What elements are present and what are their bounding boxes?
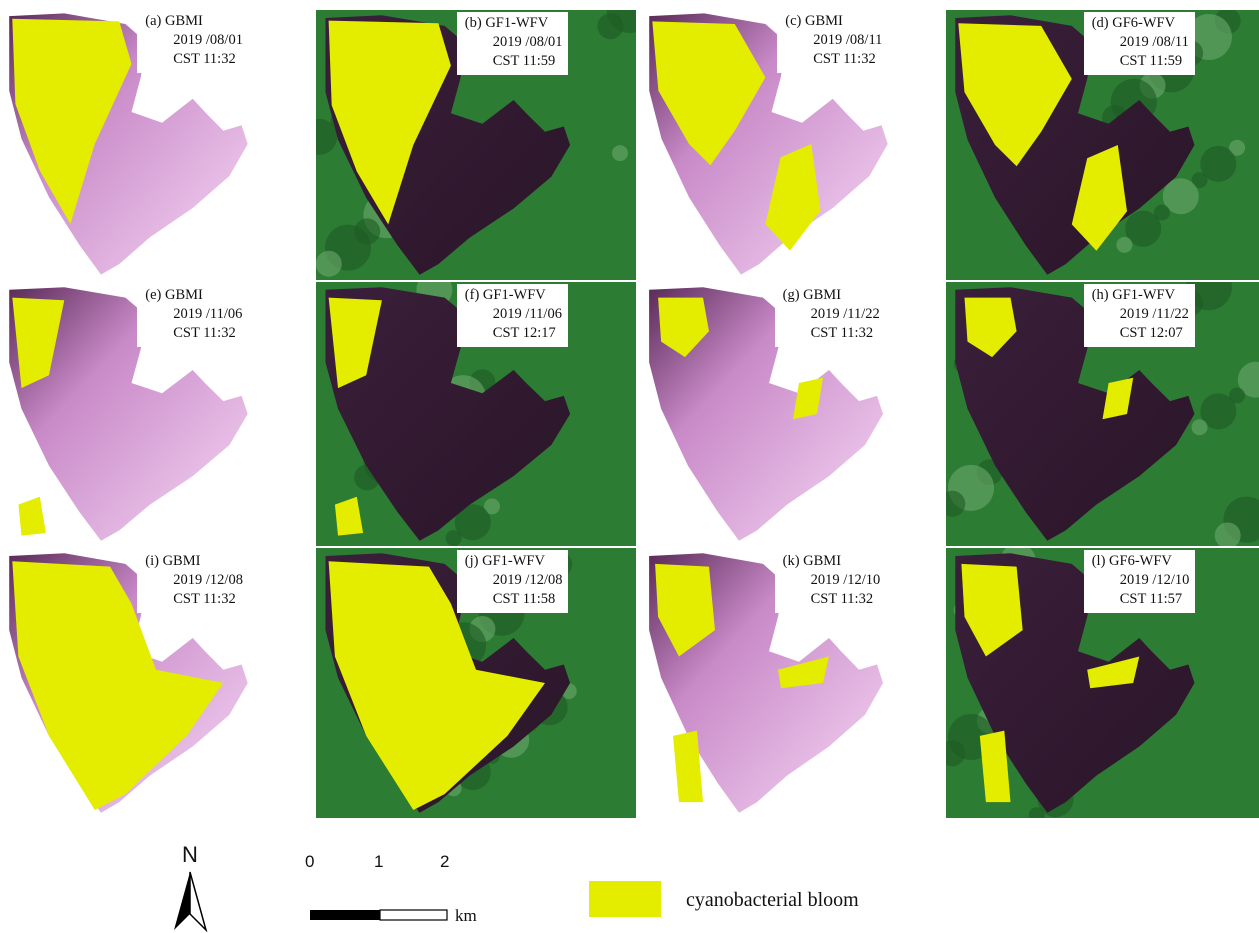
panel-date: 2019 /08/11 <box>813 32 883 48</box>
panel-a: (a) GBMI 2019 /08/01 CST 11:32 <box>0 8 312 280</box>
panel-j: (j) GF1-WFV 2019 /12/08 CST 11:58 <box>316 548 636 818</box>
panel-date: 2019 /08/01 <box>492 34 563 50</box>
panel-sensor: (g) GBMI <box>782 287 842 303</box>
panel-time: CST 11:57 <box>1119 591 1183 607</box>
panel-label: (k) GBMI 2019 /12/10 CST 11:32 <box>774 550 887 613</box>
scale-tick-2: 2 <box>440 852 450 871</box>
panel-label: (d) GF6-WFV 2019 /08/11 CST 11:59 <box>1083 12 1195 75</box>
panel-date: 2019 /08/11 <box>1119 34 1189 50</box>
panel-f: (f) GF1-WFV 2019 /11/06 CST 12:17 <box>316 282 636 546</box>
panel-l: (l) GF6-WFV 2019 /12/10 CST 11:57 <box>946 548 1259 818</box>
panel-sensor: (b) GF1-WFV <box>464 15 549 31</box>
map-image-g <box>649 287 883 541</box>
map-image-a <box>9 13 248 275</box>
north-arrow-icon <box>174 871 208 932</box>
scale-bar: 0 1 2 km <box>300 852 500 932</box>
panel-label: (c) GBMI 2019 /08/11 CST 11:32 <box>777 10 889 73</box>
panel-c: (c) GBMI 2019 /08/11 CST 11:32 <box>640 8 952 280</box>
panel-label: (b) GF1-WFV 2019 /08/01 CST 11:59 <box>456 12 569 75</box>
legend-bloom-swatch <box>589 881 661 917</box>
panel-k: (k) GBMI 2019 /12/10 CST 11:32 <box>640 548 946 818</box>
panel-label: (l) GF6-WFV 2019 /12/10 CST 11:57 <box>1083 550 1196 613</box>
panel-date: 2019 /12/10 <box>810 572 881 588</box>
map-image-b <box>316 10 636 280</box>
panel-label: (f) GF1-WFV 2019 /11/06 CST 12:17 <box>456 284 568 347</box>
panel-g: (g) GBMI 2019 /11/22 CST 11:32 <box>640 282 946 546</box>
panel-sensor: (d) GF6-WFV <box>1091 15 1176 31</box>
map-image-k <box>649 553 883 813</box>
panel-time: CST 11:59 <box>492 53 556 69</box>
panel-date: 2019 /12/10 <box>1119 572 1190 588</box>
panel-time: CST 11:32 <box>173 325 236 341</box>
panel-label: (a) GBMI 2019 /08/01 CST 11:32 <box>137 10 249 73</box>
scale-unit: km <box>455 906 477 925</box>
panel-time: CST 12:07 <box>1119 325 1183 341</box>
panel-b: (b) GF1-WFV 2019 /08/01 CST 11:59 <box>316 10 636 280</box>
panel-sensor: (l) GF6-WFV <box>1091 553 1172 569</box>
panel-time: CST 11:58 <box>492 591 556 607</box>
north-arrow: N <box>168 842 214 932</box>
panel-sensor: (i) GBMI <box>145 553 201 569</box>
panel-sensor: (f) GF1-WFV <box>464 287 546 303</box>
panel-date: 2019 /11/22 <box>810 306 880 322</box>
panel-time: CST 11:32 <box>813 51 876 67</box>
panel-time: CST 11:59 <box>1119 53 1183 69</box>
map-image-i <box>9 553 248 813</box>
panel-label: (j) GF1-WFV 2019 /12/08 CST 11:58 <box>456 550 569 613</box>
panel-time: CST 11:32 <box>810 325 874 341</box>
map-image-e <box>9 287 248 541</box>
panel-sensor: (h) GF1-WFV <box>1091 287 1176 303</box>
panel-sensor: (c) GBMI <box>785 13 843 29</box>
panel-time: CST 11:32 <box>810 591 874 607</box>
panel-d: (d) GF6-WFV 2019 /08/11 CST 11:59 <box>946 10 1259 280</box>
panel-time: CST 11:32 <box>173 591 236 607</box>
panel-date: 2019 /11/22 <box>1119 306 1189 322</box>
legend-bloom-label: cyanobacterial bloom <box>686 889 859 911</box>
map-image-h <box>946 282 1259 546</box>
map-image-c <box>649 13 888 275</box>
panel-label: (e) GBMI 2019 /11/06 CST 11:32 <box>137 284 249 347</box>
scale-tick-0: 0 <box>305 852 315 871</box>
north-label: N <box>182 842 198 867</box>
panel-date: 2019 /11/06 <box>173 306 243 322</box>
panel-time: CST 12:17 <box>492 325 556 341</box>
panel-e: (e) GBMI 2019 /11/06 CST 11:32 <box>0 282 312 546</box>
panel-sensor: (e) GBMI <box>145 287 203 303</box>
panel-label: (i) GBMI 2019 /12/08 CST 11:32 <box>137 550 249 613</box>
panel-date: 2019 /08/01 <box>173 32 243 48</box>
scale-bar-graphic <box>310 909 448 921</box>
panel-label: (g) GBMI 2019 /11/22 CST 11:32 <box>774 284 886 347</box>
panel-i: (i) GBMI 2019 /12/08 CST 11:32 <box>0 548 312 818</box>
panel-date: 2019 /12/08 <box>173 572 243 588</box>
panel-date: 2019 /11/06 <box>492 306 562 322</box>
panel-sensor: (k) GBMI <box>782 553 842 569</box>
scale-tick-1: 1 <box>374 852 384 871</box>
panel-date: 2019 /12/08 <box>492 572 563 588</box>
panel-sensor: (a) GBMI <box>145 13 203 29</box>
panel-sensor: (j) GF1-WFV <box>464 553 545 569</box>
panel-time: CST 11:32 <box>173 51 236 67</box>
panel-h: (h) GF1-WFV 2019 /11/22 CST 12:07 <box>946 282 1259 546</box>
panel-label: (h) GF1-WFV 2019 /11/22 CST 12:07 <box>1083 284 1195 347</box>
